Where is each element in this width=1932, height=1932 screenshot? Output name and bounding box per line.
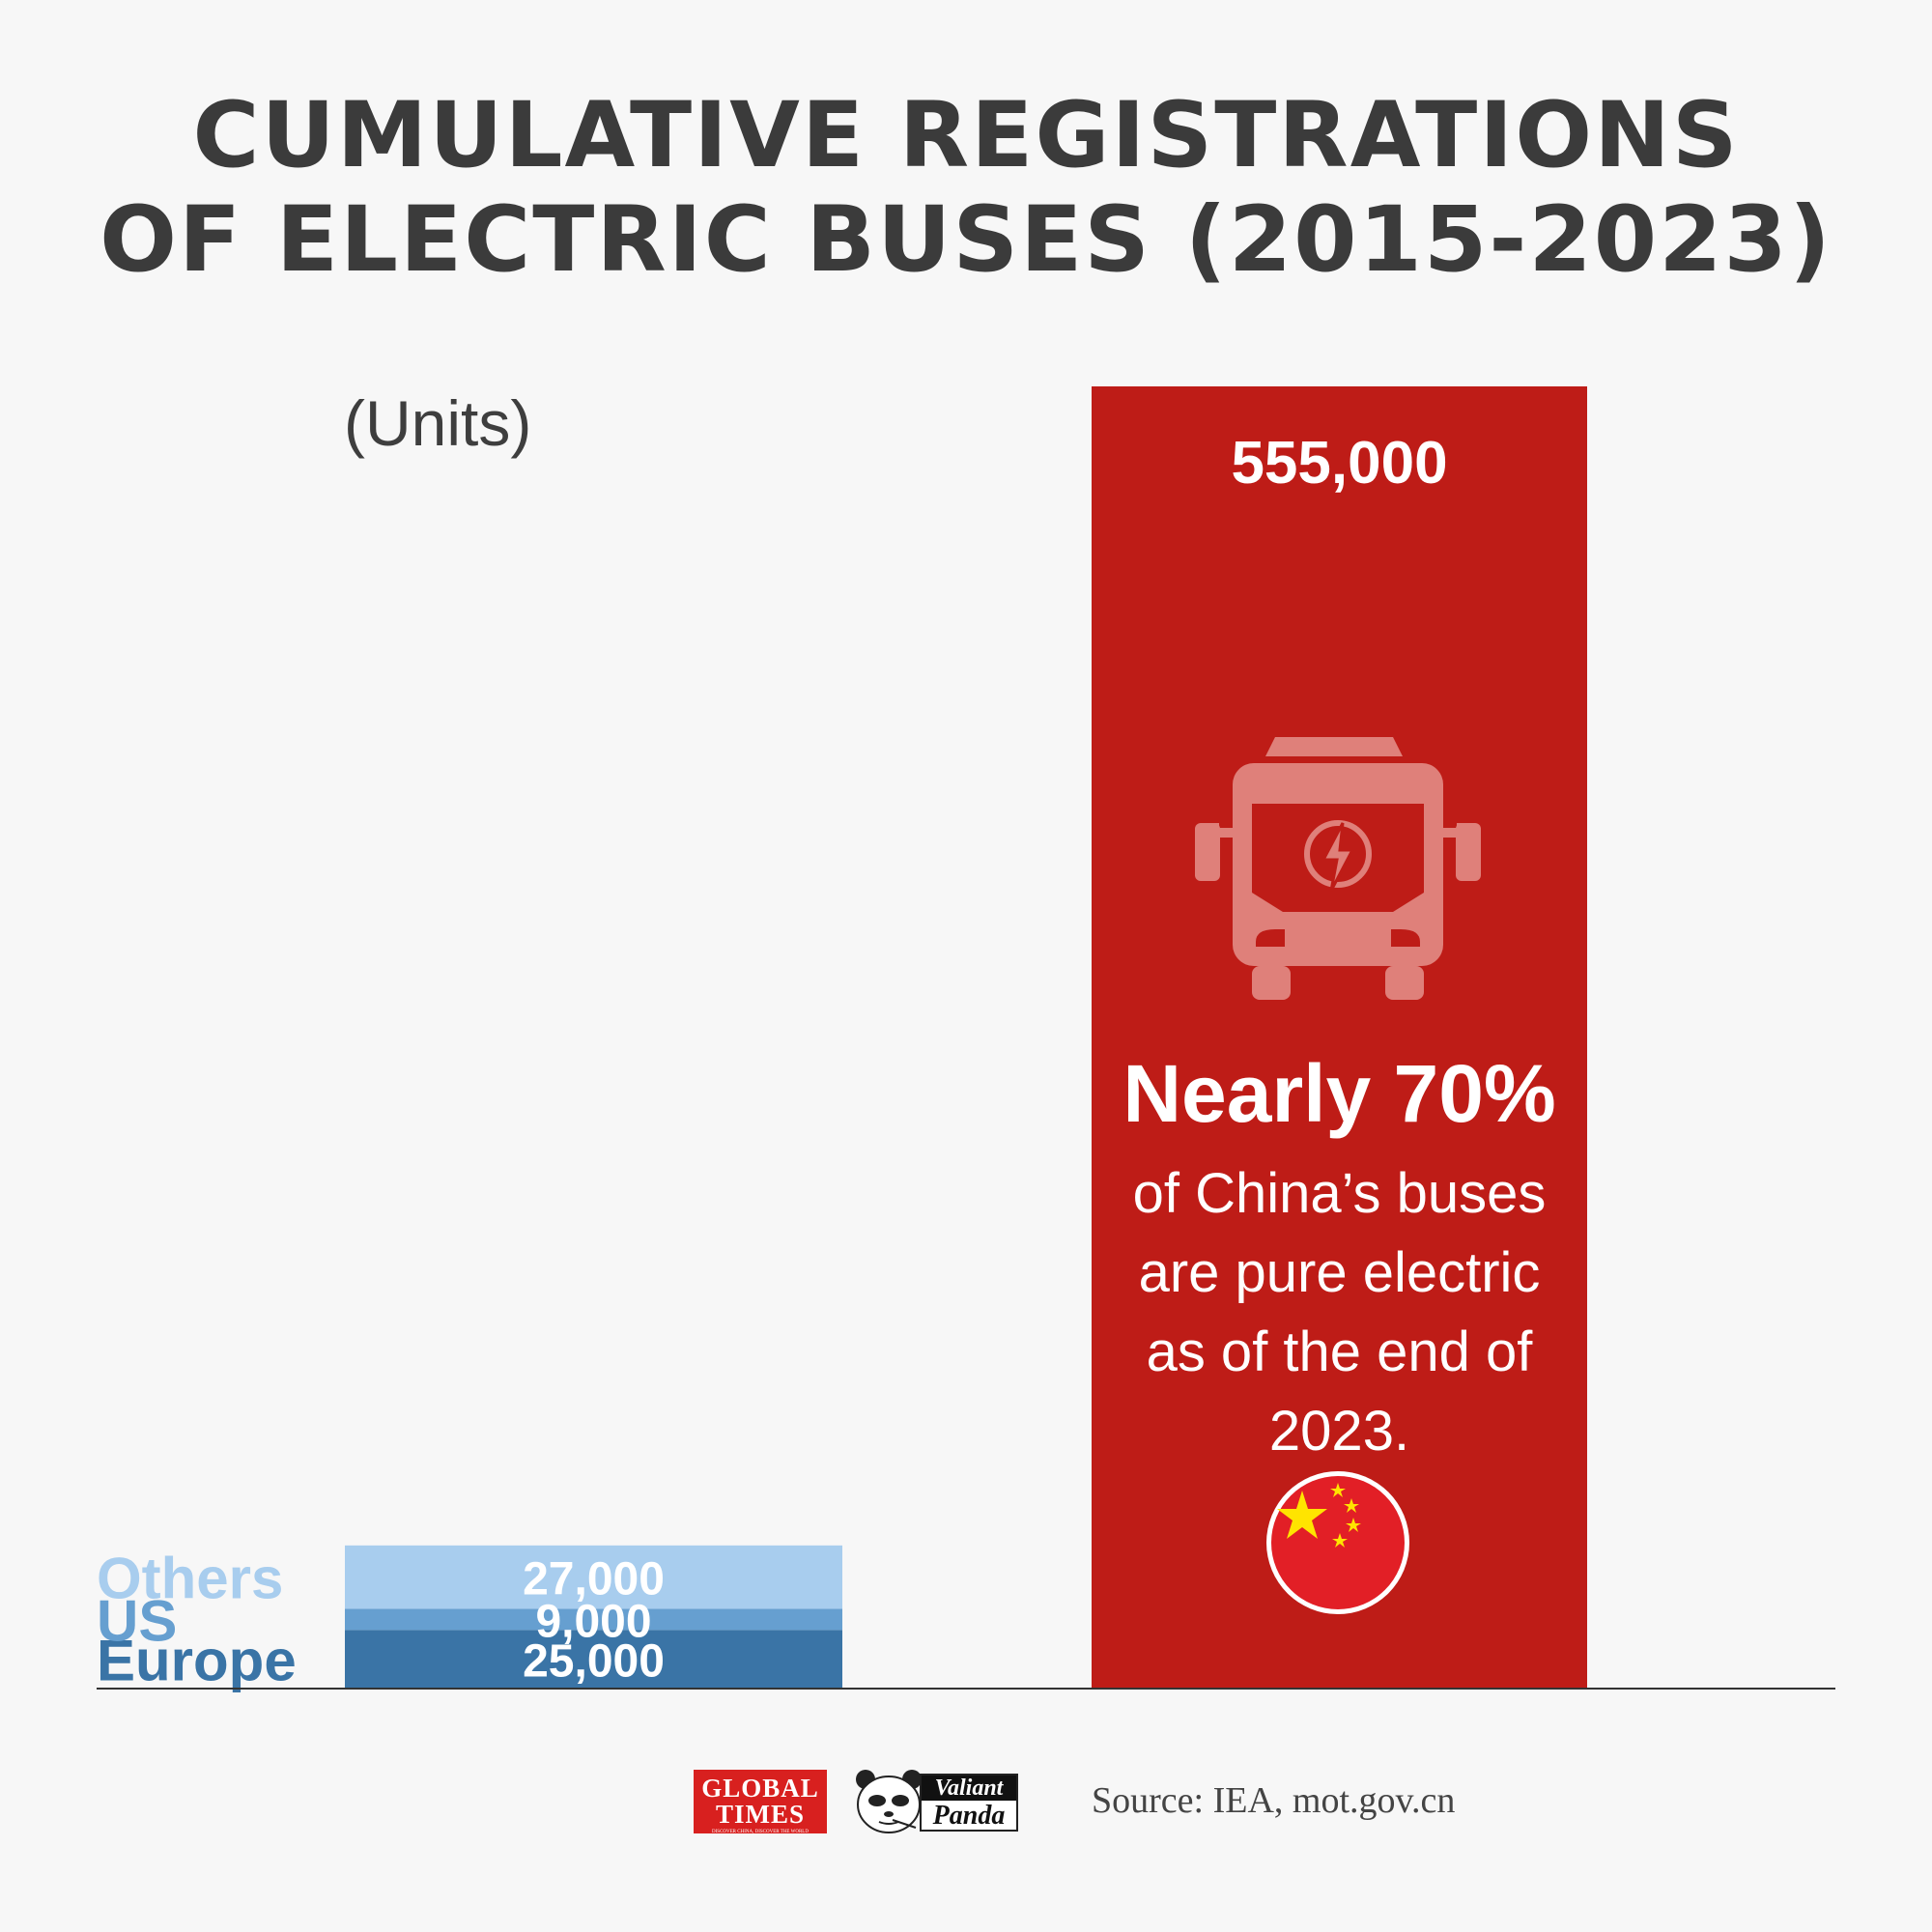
logo-text-panda: Panda (932, 1801, 1006, 1831)
global-times-logo[interactable]: GLOBAL TIMES DISCOVER CHINA, DISCOVER TH… (694, 1770, 827, 1834)
value-label-us: 9,000 (535, 1596, 651, 1647)
value-label-europe: 25,000 (523, 1636, 665, 1688)
panda-icon (856, 1770, 922, 1833)
electric-bus-icon (1195, 737, 1481, 1000)
bar-europe-0 (345, 1630, 842, 1689)
china-callout-note: of China’s buses are pure electric as of… (1132, 1162, 1547, 1463)
logo-text-valiant: Valiant (922, 1776, 1016, 1801)
bar-others-0 (345, 1545, 842, 1609)
china-callout-headline: Nearly 70% (1122, 1048, 1556, 1139)
series-label-europe: Europe (97, 1629, 297, 1693)
logo-text-times: TIMES (715, 1800, 806, 1829)
chart-title-line-1: CUMULATIVE REGISTRATIONS (192, 83, 1740, 188)
source-note: Source: IEA, mot.gov.cn (1092, 1780, 1456, 1821)
value-label-others: 27,000 (523, 1554, 665, 1605)
units-label: (Units) (344, 387, 532, 459)
valiant-panda-logo[interactable]: Valiant Panda (850, 1768, 1024, 1835)
series-label-others: Others (97, 1547, 283, 1611)
chart-title-line-2: OF ELECTRIC BUSES (2015-2023) (99, 187, 1833, 293)
logo-text-global: GLOBAL (701, 1774, 819, 1803)
bar-us-0 (345, 1608, 842, 1631)
china-flag-icon (1266, 1471, 1409, 1614)
logo-tagline: DISCOVER CHINA, DISCOVER THE WORLD (712, 1830, 809, 1834)
value-label-china: 555,000 (1231, 430, 1447, 497)
valiant-panda-wordmark: Valiant Panda (920, 1774, 1018, 1832)
series-label-us: US (97, 1588, 177, 1653)
footer: GLOBAL TIMES DISCOVER CHINA, DISCOVER TH… (0, 1768, 1932, 1835)
